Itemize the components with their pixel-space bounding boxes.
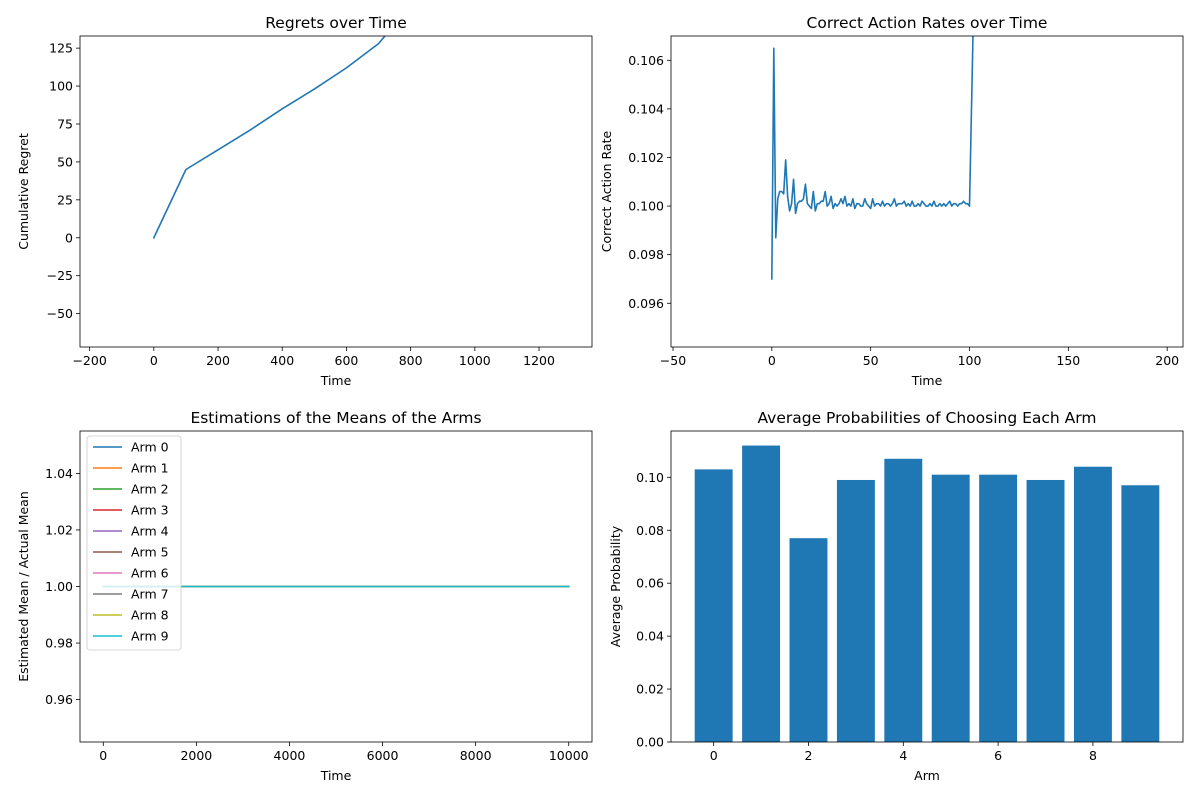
correct-rate-xlabel: Time (911, 373, 943, 388)
probabilities-ylabel: Average Probability (608, 525, 623, 647)
regret-ytick-label: 25 (57, 192, 73, 207)
estimations-chart: 0 2000 4000 6000 8000 10000 0.96 0.98 1.00 1.02 1.… (16, 409, 593, 783)
estimations-xlabel: Time (320, 768, 352, 783)
correct-rate-title: Correct Action Rates over Time (807, 14, 1048, 32)
estimations-legend: Arm 0 Arm 1 Arm 2 Arm 3 Arm 4 Arm 5 Arm 6 Arm 7… (86, 435, 182, 651)
legend-label-arm-9: Arm 9 (131, 629, 169, 644)
correct-rate-chart: −50 0 50 100 150 200 0.096 0.098 0.100 0.102 0.104… (599, 14, 1184, 388)
regret-xlabel: Time (320, 373, 352, 388)
correct-rate-xtick-label: 100 (958, 353, 982, 368)
legend-label-arm-7: Arm 7 (131, 587, 169, 602)
regret-ytick-label: 75 (57, 116, 73, 131)
estimations-ytick-label: 1.00 (45, 579, 73, 594)
probabilities-chart: 0 2 4 6 8 0.00 0.02 0.04 0.06 0.08 0.10 Average Pro… (608, 409, 1184, 783)
regret-xtick-label: 0 (150, 353, 158, 368)
probabilities-ytick-label: 0.08 (636, 523, 664, 538)
probabilities-xtick-label: 8 (1089, 748, 1097, 763)
regret-xtick-label: 1000 (459, 353, 491, 368)
probabilities-ytick-label: 0.10 (636, 470, 664, 485)
probabilities-xtick-label: 0 (710, 748, 718, 763)
regret-ytick-label: −25 (47, 268, 73, 283)
regret-xtick-label: 200 (206, 353, 230, 368)
regret-ytick-label: 0 (65, 230, 73, 245)
correct-rate-ytick-label: 0.096 (628, 296, 664, 311)
probabilities-ytick-label: 0.00 (636, 735, 664, 750)
regret-title: Regrets over Time (265, 14, 407, 32)
estimations-xtick-label: 10000 (549, 748, 589, 763)
estimations-ytick-label: 1.02 (45, 522, 73, 537)
regret-axes-frame (79, 35, 593, 348)
legend-label-arm-6: Arm 6 (131, 566, 169, 581)
correct-rate-xtick-label: 0 (768, 353, 776, 368)
estimations-ytick-label: 0.96 (45, 692, 73, 707)
legend-label-arm-3: Arm 3 (131, 503, 169, 518)
probabilities-ytick-label: 0.02 (636, 682, 664, 697)
legend-label-arm-2: Arm 2 (131, 482, 169, 497)
regret-xtick-label: −200 (72, 353, 106, 368)
probabilities-xlabel: Arm (914, 768, 940, 783)
bar-arm-3 (836, 479, 875, 742)
bar-arm-4 (884, 458, 923, 742)
legend-label-arm-4: Arm 4 (131, 524, 169, 539)
legend-label-arm-5: Arm 5 (131, 545, 169, 560)
estimations-ytick-label: 1.04 (45, 466, 73, 481)
regret-xtick-label: 400 (270, 353, 294, 368)
correct-rate-ylabel: Correct Action Rate (599, 131, 614, 253)
correct-rate-xtick-label: 50 (863, 353, 879, 368)
regret-ytick-label: 100 (49, 79, 73, 94)
correct-rate-ytick-label: 0.100 (628, 199, 664, 214)
regret-xtick-label: 1200 (523, 353, 555, 368)
estimations-xtick-label: 6000 (367, 748, 399, 763)
regret-ytick-label: 50 (57, 154, 73, 169)
correct-rate-xtick-label: −50 (660, 353, 686, 368)
bar-arm-6 (979, 474, 1018, 742)
probabilities-ytick-label: 0.04 (636, 629, 664, 644)
probabilities-title: Average Probabilities of Choosing Each A… (757, 409, 1096, 427)
regret-plot-area (152, 36, 386, 239)
estimations-ytick-label: 0.98 (45, 636, 73, 651)
probabilities-xtick-label: 2 (805, 748, 813, 763)
probabilities-axes-frame (670, 430, 1184, 743)
correct-rate-plot-area (771, 36, 974, 280)
regret-series-line-0 (152, 36, 386, 239)
correct-rate-axes-frame (670, 35, 1184, 348)
bar-arm-0 (694, 469, 733, 742)
correct-rate-series-line-0 (771, 36, 974, 280)
probabilities-xtick-label: 4 (899, 748, 907, 763)
estimations-title: Estimations of the Means of the Arms (190, 409, 481, 427)
regret-xtick-label: 600 (335, 353, 359, 368)
bar-arm-9 (1121, 485, 1160, 742)
correct-rate-ytick-label: 0.098 (628, 247, 664, 262)
legend-label-arm-0: Arm 0 (131, 440, 169, 455)
regret-ytick-label: −50 (47, 306, 73, 321)
correct-rate-ytick-label: 0.104 (628, 101, 664, 116)
bar-arm-8 (1073, 466, 1112, 742)
estimations-xtick-label: 0 (99, 748, 107, 763)
legend-label-arm-1: Arm 1 (131, 461, 169, 476)
bar-arm-7 (1026, 479, 1065, 742)
correct-rate-ytick-label: 0.106 (628, 53, 664, 68)
probabilities-xtick-label: 6 (994, 748, 1002, 763)
regret-ytick-label: 125 (49, 41, 73, 56)
regret-xtick-label: 800 (399, 353, 423, 368)
regret-chart: −200 0 200 400 600 800 1000 1200 −50 −25 0 25 50 75 10… (16, 14, 593, 388)
legend-label-arm-8: Arm 8 (131, 608, 169, 623)
regret-ylabel: Cumulative Regret (16, 133, 31, 250)
estimations-xtick-label: 8000 (460, 748, 492, 763)
correct-rate-ytick-label: 0.102 (628, 150, 664, 165)
estimations-xtick-label: 4000 (274, 748, 306, 763)
probabilities-plot-area (694, 445, 1160, 742)
estimations-ylabel: Estimated Mean / Actual Mean (16, 491, 31, 682)
correct-rate-xtick-label: 200 (1155, 353, 1179, 368)
correct-rate-xtick-label: 150 (1056, 353, 1080, 368)
probabilities-ytick-label: 0.06 (636, 576, 664, 591)
estimations-xtick-label: 2000 (180, 748, 212, 763)
bar-arm-5 (931, 474, 970, 742)
bar-arm-1 (742, 445, 781, 742)
bar-arm-2 (789, 538, 828, 742)
